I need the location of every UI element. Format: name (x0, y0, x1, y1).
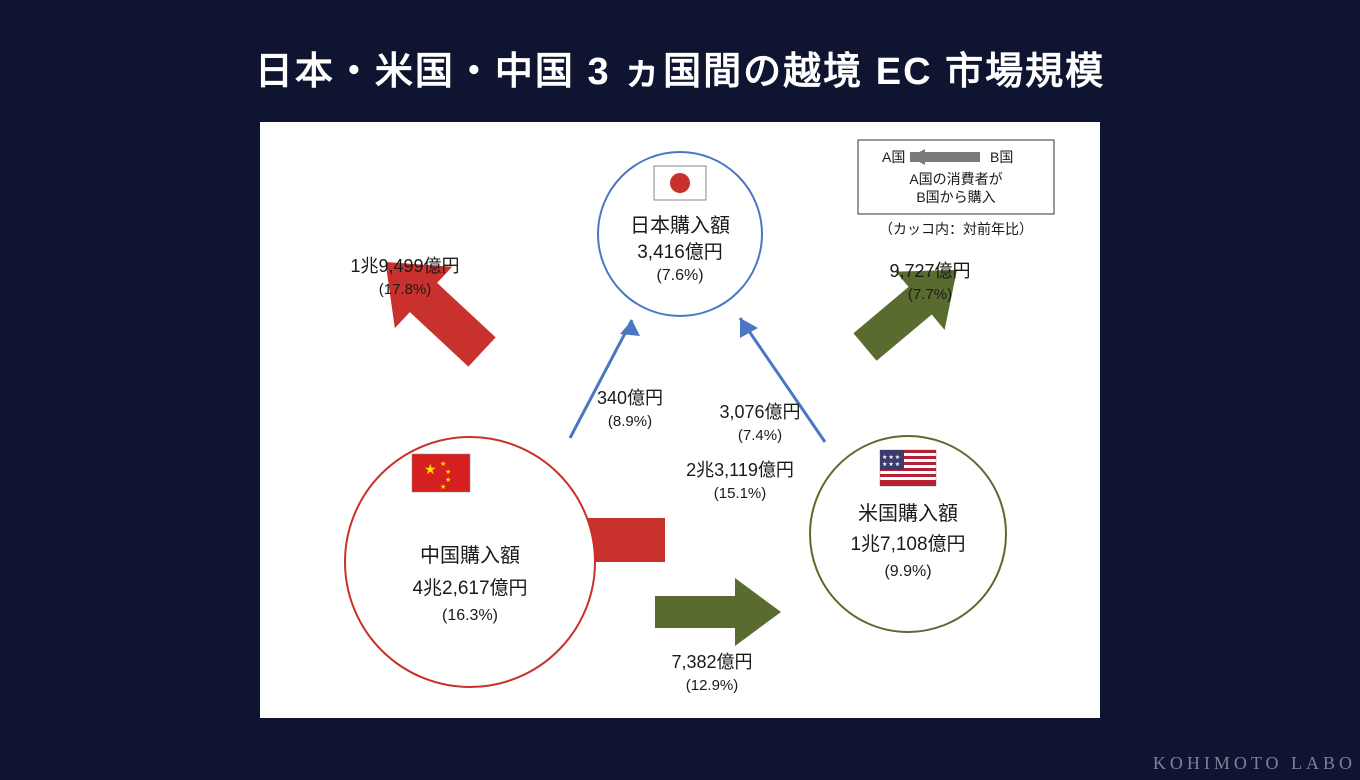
svg-text:★: ★ (440, 460, 446, 468)
watermark: KOHIMOTO LABO (1153, 753, 1356, 774)
legend-b: B国 (990, 149, 1013, 165)
edge-us-jp-amount: 3,076億円 (719, 402, 800, 422)
node-us-amount: 1兆7,108億円 (850, 533, 965, 555)
legend-line2: B国から購入 (916, 189, 995, 205)
node-us-label: 米国購入額 (858, 502, 958, 525)
flag-japan-icon (654, 166, 706, 200)
arrow-cn-to-jp: 340億円 (8.9%) (570, 320, 663, 438)
edge-jp-us-pct: (7.7%) (908, 286, 952, 303)
edge-us-cn-amount: 2兆3,119億円 (686, 460, 794, 480)
node-china-label: 中国購入額 (420, 544, 520, 567)
arrow-cn-to-us: 7,382億円 (12.9%) (655, 578, 781, 694)
edge-cn-jp-pct: (8.9%) (608, 413, 652, 430)
arrow-jp-to-cn: 1兆9,499億円 (17.8%) (350, 231, 510, 382)
node-us-pct: (9.9%) (884, 563, 931, 580)
legend-line1: A国の消費者が (909, 171, 1002, 187)
flow-diagram: A国 B国 A国の消費者が B国から購入 （カッコ内：対前年比） 1兆9,499… (260, 122, 1100, 718)
flag-us-icon: ★★★ ★★★ (880, 450, 936, 486)
svg-text:★: ★ (424, 461, 437, 477)
legend-note: （カッコ内：対前年比） (879, 221, 1033, 237)
edge-jp-us-amount: 9,727億円 (889, 261, 970, 281)
legend-arrowhead-icon (910, 149, 925, 165)
page-title: 日本・米国・中国 3 ヵ国間の越境 EC 市場規模 (0, 0, 1360, 95)
edge-cn-us-pct: (12.9%) (686, 677, 739, 694)
diagram-panel: A国 B国 A国の消費者が B国から購入 （カッコ内：対前年比） 1兆9,499… (260, 122, 1100, 718)
svg-text:★: ★ (440, 483, 446, 491)
svg-text:★: ★ (445, 476, 451, 484)
edge-jp-cn-pct: (17.8%) (379, 281, 432, 298)
edge-us-cn-pct: (15.1%) (714, 485, 767, 502)
arrow-jp-to-us: 9,727億円 (7.7%) (841, 241, 982, 376)
edge-us-jp-pct: (7.4%) (738, 427, 782, 444)
svg-text:★: ★ (445, 468, 451, 476)
node-japan: 日本購入額 3,416億円 (7.6%) (598, 152, 762, 316)
svg-text:★★★: ★★★ (882, 454, 901, 461)
edge-jp-cn-amount: 1兆9,499億円 (350, 256, 459, 276)
node-japan-label: 日本購入額 (630, 214, 730, 237)
edge-cn-us-amount: 7,382億円 (671, 652, 752, 672)
legend-a: A国 (882, 149, 905, 165)
node-japan-pct: (7.6%) (656, 267, 703, 284)
node-us: ★★★ ★★★ 米国購入額 1兆7,108億円 (9.9%) (810, 436, 1006, 632)
flag-china-icon: ★ ★ ★ ★ ★ (412, 454, 470, 492)
svg-text:★★★: ★★★ (882, 461, 901, 468)
node-japan-amount: 3,416億円 (637, 241, 723, 263)
edge-cn-jp-amount: 340億円 (597, 388, 663, 408)
node-china: ★ ★ ★ ★ ★ 中国購入額 4兆2,617億円 (16.3%) (345, 437, 595, 687)
node-china-pct: (16.3%) (442, 607, 498, 624)
legend: A国 B国 A国の消費者が B国から購入 （カッコ内：対前年比） (858, 140, 1054, 237)
arrow-us-to-jp: 3,076億円 (7.4%) (719, 318, 825, 444)
node-china-amount: 4兆2,617億円 (412, 577, 527, 599)
